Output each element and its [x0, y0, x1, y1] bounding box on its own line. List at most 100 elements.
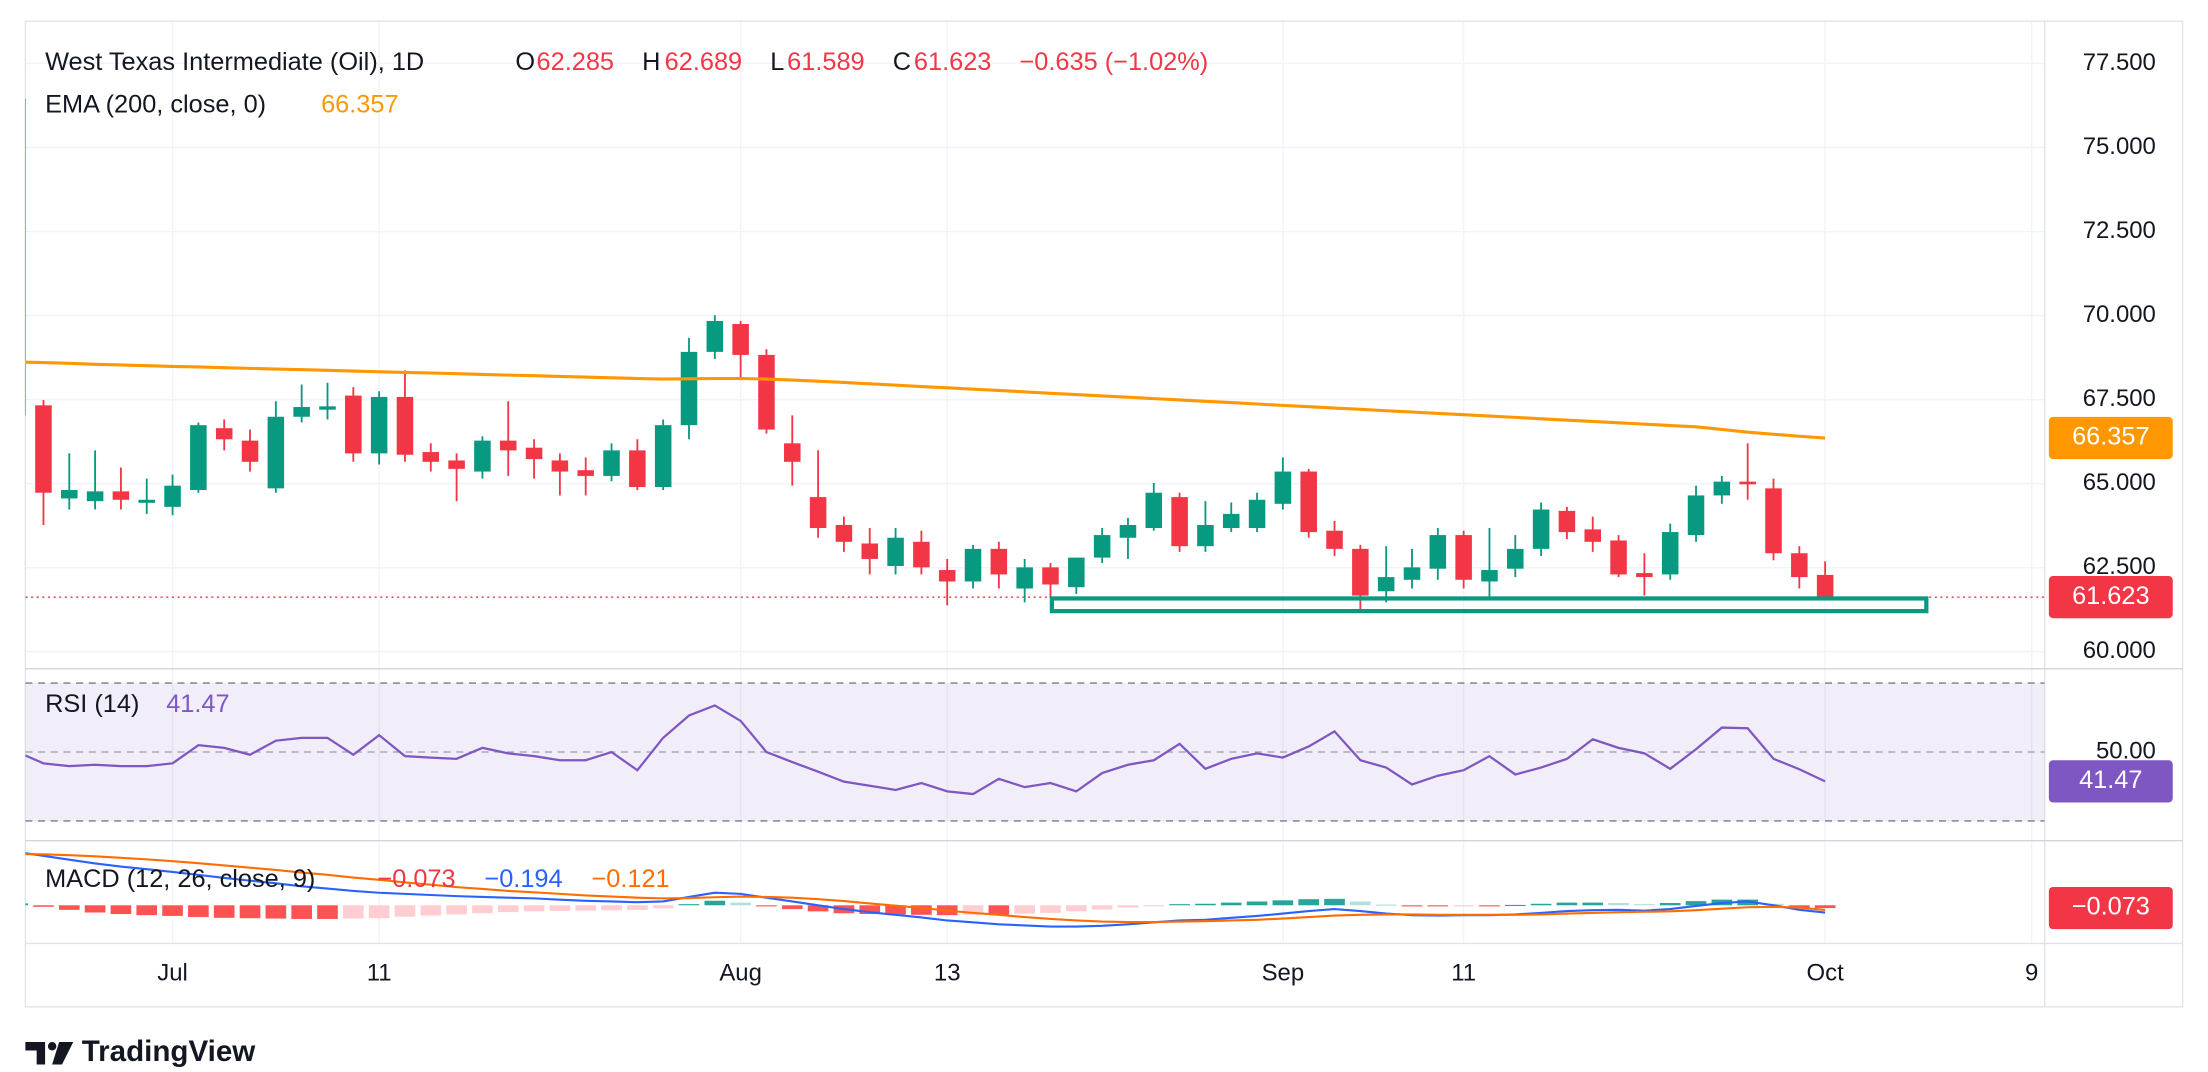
candle-body: [319, 406, 336, 410]
candle-body: [293, 407, 310, 417]
macd-hist-legend: −0.073: [377, 865, 455, 893]
title: West Texas Intermediate (Oil), 1D: [45, 48, 424, 76]
macd-histogram-bar: [1117, 905, 1139, 908]
macd-histogram-bar: [1272, 900, 1294, 906]
macd-histogram-bar: [1143, 905, 1165, 907]
grid-layer: [25, 21, 2045, 944]
macd-histogram-bar: [1530, 903, 1552, 906]
rsi-legend-value: 41.47: [166, 690, 229, 718]
macd-histogram-bar: [885, 905, 906, 915]
ohlc-prefix: O: [515, 48, 535, 76]
candle-body: [629, 450, 646, 488]
macd-histogram-bar: [1195, 903, 1216, 906]
candle-body: [86, 491, 104, 502]
candle-body: [35, 405, 52, 493]
candle-body: [241, 440, 259, 462]
macd-histogram-bar: [188, 905, 209, 918]
macd-histogram-bar: [33, 905, 54, 907]
candle-body: [784, 443, 801, 462]
candle-body: [964, 548, 982, 582]
last-price-box: [2048, 576, 2173, 619]
rsi-label: 41.47: [2079, 766, 2142, 794]
rsi-box: [2048, 760, 2173, 803]
x-tick-label: Jul: [157, 960, 188, 987]
candle-body: [938, 570, 956, 582]
candle-body: [474, 440, 491, 472]
candle-body: [1765, 488, 1782, 554]
candle-body: [1584, 529, 1602, 542]
macd-histogram-bar: [962, 905, 984, 915]
y-tick-label: 77.500: [2083, 49, 2156, 76]
candle-body: [448, 460, 465, 469]
candle-body: [525, 447, 543, 460]
macd-histogram-bar: [549, 905, 571, 911]
macd-line-legend: −0.194: [484, 865, 562, 893]
candle-body: [1274, 471, 1292, 504]
candle-body: [499, 440, 517, 451]
macd-box-label: −0.073: [2072, 893, 2150, 921]
candle-body: [1300, 471, 1317, 533]
macd-histogram-bar: [1659, 903, 1681, 906]
macd-histogram-bar: [1504, 904, 1526, 907]
candle-body: [680, 351, 698, 426]
change-label: −0.635 (−1.02%): [1020, 48, 1209, 76]
macd-histogram-bar: [291, 905, 313, 919]
axes-layer: Jul 11 Aug 13 Sep 11 Oct 9 60.000 62.500 65.000 67.…: [157, 49, 2173, 987]
candle-body: [835, 525, 853, 542]
candle-body: [654, 425, 672, 488]
y-tick-label: 62.500: [2083, 553, 2156, 580]
candle-body: [1093, 535, 1111, 558]
rsi-legend: RSI (14): [45, 690, 139, 718]
candle-body: [913, 541, 930, 568]
macd-histogram-bar: [239, 905, 261, 919]
macd-histogram-bar: [1375, 904, 1397, 906]
candle-body: [215, 428, 233, 440]
x-tick-label: 11: [1451, 960, 1476, 987]
macd-histogram-bar: [730, 902, 751, 906]
candle-body: [887, 537, 904, 567]
macd-histogram-bar: [859, 905, 881, 915]
candle-body: [1016, 567, 1033, 589]
x-tick-label: Oct: [1807, 960, 1845, 987]
x-tick-label: Aug: [719, 960, 762, 987]
macd-histogram-bar: [1634, 904, 1655, 906]
candle-body: [1558, 510, 1576, 533]
macd-histogram-bar: [1040, 905, 1061, 913]
macd-histogram-bar: [136, 905, 158, 916]
candle-body: [345, 395, 362, 454]
macd-histogram-bar: [394, 905, 416, 917]
logo-mark: [25, 1042, 46, 1065]
macd-histogram-bar: [1091, 905, 1113, 910]
frame: [24, 20, 2184, 1008]
candle-body: [1687, 495, 1705, 536]
candle-body: [706, 320, 724, 352]
macd-histogram-bar: [911, 905, 932, 915]
candle-body: [758, 354, 775, 430]
macd-histogram-bar: [497, 905, 519, 913]
ema-line: [25, 360, 1826, 440]
macd-histogram-bar: [988, 905, 1010, 915]
macd-histogram-bar: [420, 905, 442, 916]
last-price-label: 61.623: [2072, 582, 2149, 610]
macd-histogram-bar: [575, 905, 597, 911]
macd-histogram-bar: [1685, 901, 1707, 906]
macd-histogram-bar: [1788, 905, 1810, 908]
candle-body: [1455, 535, 1472, 580]
ohlc-value: 61.589: [787, 48, 864, 76]
candle-body: [190, 425, 207, 491]
candle-body: [1610, 540, 1627, 575]
candle-body: [861, 543, 879, 559]
candle-body: [1326, 530, 1343, 549]
y-tick-label: 75.000: [2083, 133, 2156, 160]
candle-body: [1248, 499, 1266, 529]
candle-body: [1222, 513, 1240, 529]
ohlc-prefix: H: [642, 48, 660, 76]
macd-histogram-bar: [1556, 902, 1578, 906]
x-tick-label: 13: [934, 960, 961, 987]
macd-histogram-bar: [1608, 903, 1629, 906]
y-tick-label: 65.000: [2083, 469, 2156, 496]
candle-body: [1377, 577, 1395, 592]
macd-histogram-bar: [58, 905, 80, 910]
macd-histogram-bar: [1814, 905, 1836, 909]
